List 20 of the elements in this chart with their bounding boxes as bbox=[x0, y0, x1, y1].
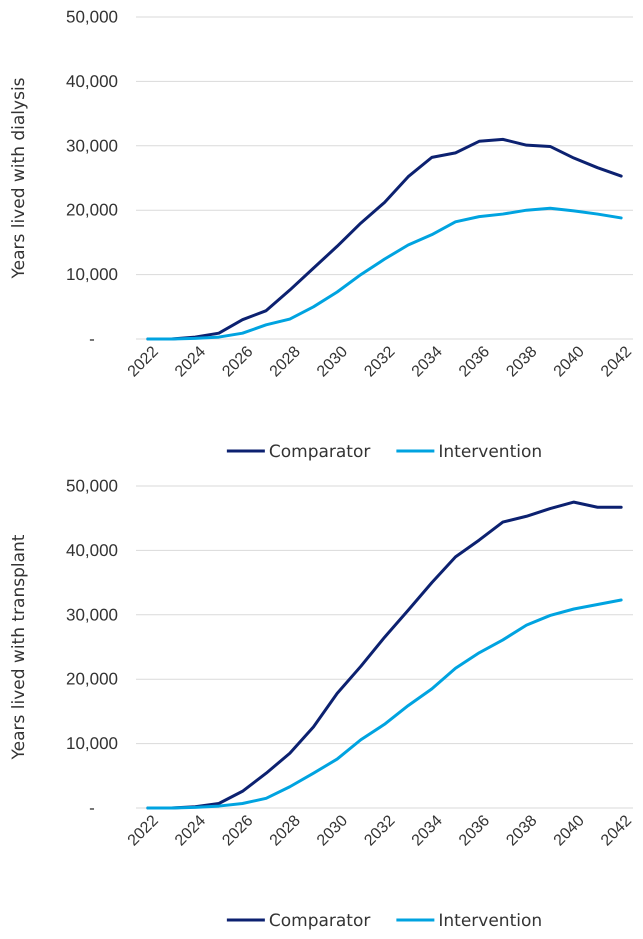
y-tick-label: 10,000 bbox=[66, 265, 118, 284]
y-tick-label: 40,000 bbox=[66, 540, 118, 560]
y-tick-label: 10,000 bbox=[66, 734, 118, 754]
y-tick-label: 50,000 bbox=[66, 476, 118, 496]
y-tick-label: 30,000 bbox=[66, 605, 118, 624]
legend-label: Comparator bbox=[268, 911, 370, 931]
legend-label: Intervention bbox=[438, 911, 542, 931]
y-tick-label: - bbox=[89, 329, 95, 348]
y-tick-label: 40,000 bbox=[66, 72, 118, 91]
line-series bbox=[146, 598, 623, 810]
line-series bbox=[146, 206, 623, 340]
y-tick-label: - bbox=[89, 798, 95, 818]
y-tick-label: 20,000 bbox=[66, 670, 118, 689]
legend-label: Comparator bbox=[268, 442, 370, 462]
legend-label: Intervention bbox=[438, 442, 542, 462]
y-tick-label: 50,000 bbox=[66, 7, 118, 26]
y-axis-title: Years lived with transplant bbox=[9, 534, 29, 760]
y-tick-label: 20,000 bbox=[66, 200, 118, 220]
y-axis-title: Years lived with dialysis bbox=[9, 77, 29, 280]
y-tick-label: 30,000 bbox=[66, 136, 118, 156]
